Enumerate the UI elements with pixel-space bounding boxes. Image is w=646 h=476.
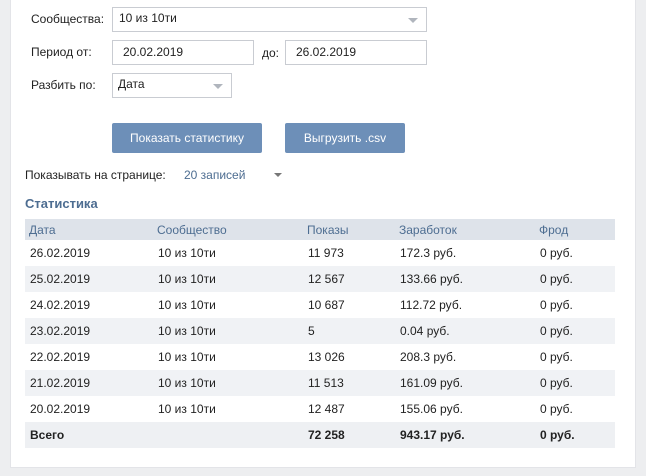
chevron-down-icon (213, 84, 223, 89)
per-page-value: 20 записей (184, 168, 246, 182)
cell-fraud: 0 руб. (540, 246, 573, 260)
community-select[interactable]: 10 из 10ти (112, 7, 427, 32)
col-fraud[interactable]: Фрод (535, 219, 615, 240)
total-community (153, 422, 303, 448)
cell-impressions: 12 567 (303, 266, 395, 292)
cell-fraud: 0 руб. (540, 350, 573, 364)
cell-community: 10 из 10ти (158, 246, 216, 260)
cell-impressions: 12 487 (308, 402, 345, 416)
cell-community: 10 из 10ти (158, 298, 216, 312)
community-value: 10 из 10ти (119, 11, 177, 25)
table-row: 21.02.2019 10 из 10ти 11 513 161.09 руб. 0 р… (25, 370, 615, 396)
cell-earnings: 208.3 руб. (400, 350, 457, 364)
cell-date: 23.02.2019 (25, 318, 153, 344)
cell-earnings: 0.04 руб. (395, 318, 535, 344)
cell-earnings: 172.3 руб. (400, 246, 457, 260)
chevron-down-icon (408, 18, 418, 23)
table-row: 26.02.2019 10 из 10ти 11 973 172.3 руб. 0 ру… (25, 240, 615, 266)
cell-date: 25.02.2019 (25, 266, 153, 292)
cell-community: 10 из 10ти (158, 350, 216, 364)
per-page-label: Показывать на странице: (25, 168, 166, 182)
col-community[interactable]: Сообщество (153, 219, 303, 240)
cell-impressions: 11 973 (308, 246, 344, 260)
total-row: Всего 72 258 943.17 руб. 0 руб. (25, 422, 615, 448)
cell-fraud: 0 руб. (535, 266, 615, 292)
table-row: 23.02.2019 10 из 10ти 5 0.04 руб. 0 руб. (25, 318, 615, 344)
cell-earnings: 112.72 руб. (400, 298, 463, 312)
total-impressions: 72 258 (303, 422, 395, 448)
cell-community: 10 из 10ти (158, 402, 216, 416)
period-label: Период от: (31, 45, 92, 59)
cell-earnings: 133.66 руб. (395, 266, 535, 292)
col-date[interactable]: Дата (25, 219, 153, 240)
split-label: Разбить по: (31, 78, 96, 92)
cell-impressions: 10 687 (308, 298, 345, 312)
split-value: Дата (118, 77, 145, 91)
total-fraud: 0 руб. (535, 422, 615, 448)
col-earnings[interactable]: Заработок (395, 219, 535, 240)
cell-date: 20.02.2019 (30, 402, 91, 416)
table-row: 20.02.2019 10 из 10ти 12 487 155.06 руб. 0 р… (25, 396, 615, 422)
cell-date: 24.02.2019 (30, 298, 91, 312)
cell-community: 10 из 10ти (153, 370, 303, 396)
cell-fraud: 0 руб. (535, 318, 615, 344)
split-select[interactable]: Дата (112, 73, 232, 98)
stats-table: Дата Сообщество Показы Заработок Фрод 26… (25, 219, 615, 448)
to-label: до: (262, 46, 280, 60)
per-page-select[interactable]: 20 записей (184, 168, 284, 184)
cell-impressions: 13 026 (308, 350, 345, 364)
cell-earnings: 155.06 руб. (400, 402, 463, 416)
date-from-input[interactable]: 20.02.2019 (112, 40, 254, 65)
col-impressions[interactable]: Показы (303, 219, 395, 240)
cell-fraud: 0 руб. (535, 370, 615, 396)
cell-fraud: 0 руб. (540, 298, 573, 312)
community-label: Сообщества: (31, 12, 105, 26)
total-date: Всего (25, 422, 153, 448)
chevron-down-icon (274, 173, 282, 177)
date-to-input[interactable]: 26.02.2019 (285, 40, 427, 65)
table-row: 25.02.2019 10 из 10ти 12 567 133.66 руб. 0 р… (25, 266, 615, 292)
cell-date: 26.02.2019 (30, 246, 91, 260)
total-earnings: 943.17 руб. (395, 422, 535, 448)
cell-date: 22.02.2019 (30, 350, 91, 364)
cell-fraud: 0 руб. (540, 402, 573, 416)
cell-impressions: 11 513 (303, 370, 395, 396)
show-stats-button[interactable]: Показать статистику (112, 123, 262, 153)
table-row: 24.02.2019 10 из 10ти 10 687 112.72 руб. 0 р… (25, 292, 615, 318)
cell-community: 10 из 10ти (153, 266, 303, 292)
cell-impressions: 5 (303, 318, 395, 344)
table-row: 22.02.2019 10 из 10ти 13 026 208.3 руб. 0 ру… (25, 344, 615, 370)
export-csv-button[interactable]: Выгрузить .csv (285, 123, 405, 153)
cell-community: 10 из 10ти (153, 318, 303, 344)
cell-earnings: 161.09 руб. (395, 370, 535, 396)
table-header: Дата Сообщество Показы Заработок Фрод (25, 219, 615, 240)
cell-date: 21.02.2019 (25, 370, 153, 396)
stats-title: Статистика (25, 196, 98, 211)
